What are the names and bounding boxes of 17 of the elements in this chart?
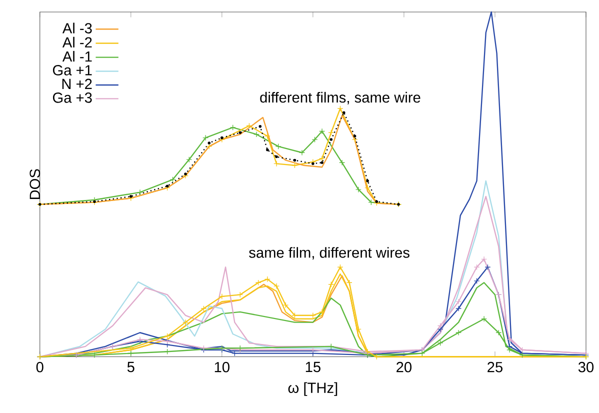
legend-label: Ga +1 <box>52 65 92 76</box>
legend-label: Al -1 <box>62 51 92 62</box>
x-tick-label: 25 <box>488 362 502 372</box>
x-tick-label: 30 <box>578 362 594 372</box>
x-axis-title: ω [THz] <box>288 382 338 396</box>
y-axis-title: DOS <box>30 169 40 200</box>
annotation: different films, same wire <box>260 92 420 105</box>
legend-label: Al -2 <box>62 37 92 48</box>
x-tick-label: 20 <box>396 362 412 372</box>
annotation: same film, different wires <box>249 247 410 260</box>
x-tick-label: 5 <box>127 362 134 372</box>
x-tick-label: 0 <box>36 362 44 372</box>
legend-label: Ga +3 <box>52 92 92 104</box>
x-tick-label: 10 <box>214 362 230 372</box>
x-tick-label: 15 <box>306 362 320 372</box>
legend-label: Al -3 <box>62 22 92 34</box>
legend-label: N +2 <box>62 78 92 90</box>
